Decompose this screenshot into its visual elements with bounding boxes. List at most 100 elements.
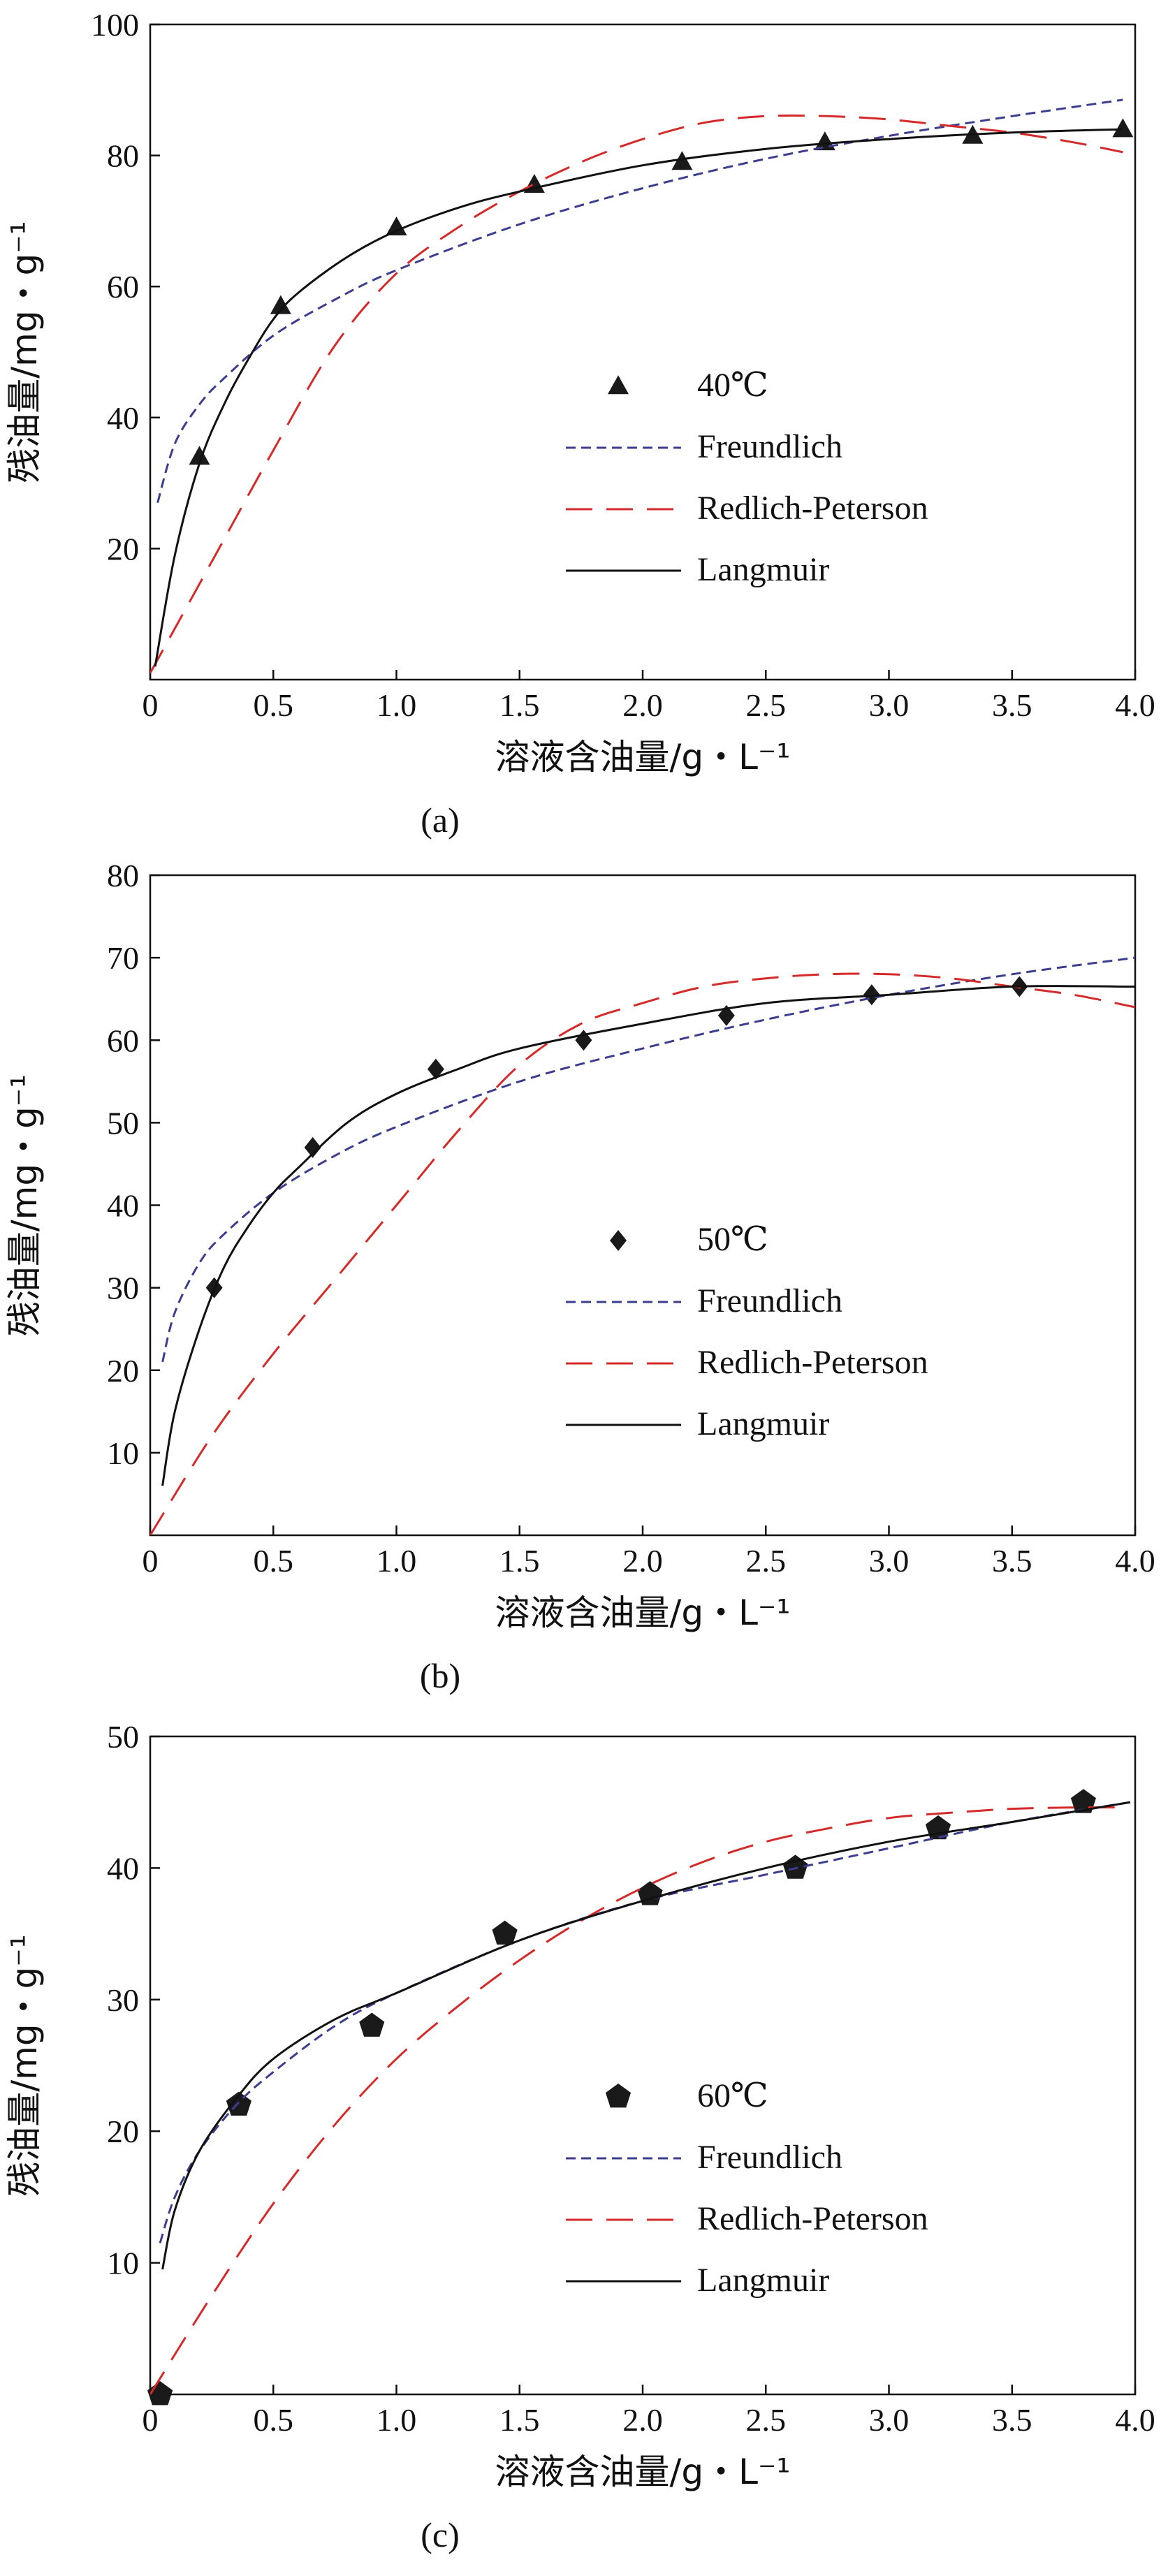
x-tick-label: 3.0	[869, 2402, 910, 2438]
x-tick-label: 4.0	[1115, 687, 1155, 723]
legend-label: Langmuir	[697, 1405, 829, 1442]
y-axis-label: 残油量/mg・g⁻¹	[4, 1934, 45, 2196]
y-tick-label: 100	[91, 7, 139, 43]
x-tick-label: 1.0	[377, 2402, 417, 2438]
fit-line-freundlich	[156, 98, 1123, 504]
y-tick-label: 60	[107, 269, 139, 305]
fit-line-redlich-peterson	[150, 972, 1135, 1535]
data-point	[492, 1920, 518, 1945]
panel-label: (a)	[421, 800, 460, 840]
x-tick-label: 0	[143, 2402, 159, 2438]
chart-panel-2: 0 0.5 1.0 1.5 2.0 2.5 3.0 3.5 4.0 10 20 30 40 50 60 70 8…	[4, 858, 1155, 1695]
legend-label: Langmuir	[697, 2262, 829, 2299]
fit-line-langmuir	[154, 128, 1123, 667]
x-tick-label: 3.5	[992, 1543, 1032, 1579]
legend: 50℃ Freundlich Redlich-Peterson Langmuir	[566, 1221, 928, 1442]
legend-label: Redlich-Peterson	[697, 1344, 928, 1381]
chart-panel-3: 0 0.5 1.0 1.5 2.0 2.5 3.0 3.5 4.0 10 20 30 40 50 溶液含油量…	[4, 1719, 1155, 2554]
data-point	[1112, 118, 1134, 138]
chart-panel-1: 0 0.5 1.0 1.5 2.0 2.5 3.0 3.5 4.0 20 40 60 80 100 溶液含油…	[4, 7, 1155, 840]
x-tick-label: 0	[143, 1543, 159, 1579]
plot-frame	[149, 23, 1137, 681]
x-tick-label: 2.5	[746, 2402, 787, 2438]
legend-label: Freundlich	[697, 1282, 842, 1319]
data-point	[427, 1058, 444, 1080]
x-axis-label: 溶液含油量/g・L⁻¹	[495, 737, 791, 777]
data-point	[386, 217, 407, 236]
x-tick-label: 3.5	[992, 2402, 1032, 2438]
x-tick-label: 1.5	[499, 1543, 540, 1579]
legend-label: Freundlich	[697, 428, 842, 465]
x-tick-label: 2.5	[746, 687, 787, 723]
x-tick-label: 4.0	[1115, 1543, 1155, 1579]
x-tick-label: 1.5	[499, 687, 540, 723]
x-tick-label: 4.0	[1115, 2402, 1155, 2438]
y-tick-label: 50	[107, 1105, 139, 1141]
fit-line-redlich-peterson	[150, 1806, 1123, 2394]
x-axis-label: 溶液含油量/g・L⁻¹	[495, 2452, 791, 2492]
x-axis-label: 溶液含油量/g・L⁻¹	[495, 1593, 791, 1633]
y-tick-label: 20	[107, 2114, 139, 2149]
y-tick-label: 40	[107, 400, 139, 436]
y-tick-label: 20	[107, 1353, 139, 1389]
y-tick-label: 50	[107, 1719, 139, 1755]
y-tick-label: 30	[107, 1271, 139, 1306]
x-tick-label: 0.5	[254, 687, 294, 723]
y-axis-label: 残油量/mg・g⁻¹	[4, 221, 45, 483]
data-point	[814, 131, 835, 151]
x-tick-label: 1.5	[499, 2402, 540, 2438]
legend-label: 40℃	[697, 367, 768, 404]
x-tick-label: 0.5	[254, 2402, 294, 2438]
y-tick-label: 30	[107, 1982, 139, 2018]
legend-label: Redlich-Peterson	[697, 490, 928, 527]
fit-line-freundlich	[159, 1801, 1131, 2244]
x-tick-label: 2.0	[622, 687, 663, 723]
data-points-0	[189, 118, 1134, 465]
x-tick-label: 0	[143, 687, 159, 723]
fit-line-langmuir	[161, 985, 1135, 1486]
y-tick-label: 60	[107, 1023, 139, 1058]
y-axis-label: 残油量/mg・g⁻¹	[4, 1074, 45, 1336]
panel-label: (b)	[420, 1656, 460, 1695]
legend-label: 50℃	[697, 1221, 768, 1258]
plot-frame	[149, 1735, 1137, 2396]
x-tick-label: 2.0	[622, 1543, 663, 1579]
plot-frame	[149, 874, 1137, 1537]
x-tick-label: 3.0	[869, 1543, 910, 1579]
data-point	[671, 151, 693, 170]
data-point	[637, 1881, 663, 1905]
data-point	[359, 2012, 385, 2037]
legend-label: Langmuir	[697, 551, 829, 588]
x-tick-label: 3.0	[869, 687, 910, 723]
y-tick-label: 20	[107, 531, 139, 566]
y-tick-label: 70	[107, 940, 139, 976]
y-tick-label: 10	[107, 2246, 139, 2281]
x-tick-label: 1.0	[377, 1543, 417, 1579]
y-tick-label: 40	[107, 1850, 139, 1886]
fit-line-freundlich	[161, 956, 1135, 1363]
x-tick-label: 0.5	[254, 1543, 294, 1579]
y-tick-label: 10	[107, 1435, 139, 1471]
y-tick-label: 80	[107, 138, 139, 174]
fit-line-redlich-peterson	[150, 114, 1123, 674]
data-point	[523, 174, 545, 193]
data-point	[189, 446, 210, 465]
legend-label: Freundlich	[697, 2139, 842, 2176]
x-tick-label: 1.0	[377, 687, 417, 723]
legend-marker	[605, 2084, 632, 2108]
legend-marker	[608, 375, 629, 395]
y-tick-label: 80	[107, 858, 139, 893]
y-tick-label: 40	[107, 1188, 139, 1224]
panel-label: (c)	[421, 2515, 460, 2554]
legend-label: Redlich-Peterson	[697, 2200, 928, 2237]
data-point	[270, 295, 291, 314]
legend-marker	[610, 1230, 627, 1251]
legend-label: 60℃	[697, 2077, 768, 2114]
x-tick-label: 3.5	[992, 687, 1032, 723]
legend: 60℃ Freundlich Redlich-Peterson Langmuir	[566, 2077, 928, 2299]
x-tick-label: 2.0	[622, 2402, 663, 2438]
fit-line-langmuir	[161, 1801, 1131, 2270]
data-point	[304, 1136, 321, 1158]
legend: 40℃ Freundlich Redlich-Peterson Langmuir	[566, 367, 928, 588]
